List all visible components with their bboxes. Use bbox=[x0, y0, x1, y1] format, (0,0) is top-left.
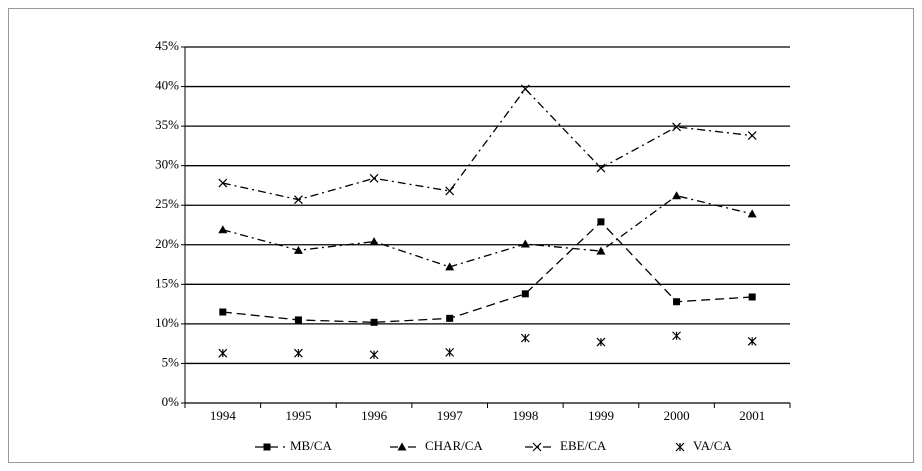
marker bbox=[294, 316, 302, 324]
series-line bbox=[222, 195, 753, 268]
x-tick-label: 1996 bbox=[361, 408, 388, 423]
marker-triangle bbox=[397, 442, 407, 451]
marker bbox=[675, 442, 685, 452]
y-tick-label: 15% bbox=[155, 275, 179, 290]
marker-square bbox=[219, 308, 227, 316]
marker-x bbox=[747, 131, 757, 141]
marker bbox=[673, 298, 681, 306]
x-tick-label: 2000 bbox=[664, 408, 690, 423]
marker bbox=[369, 173, 379, 183]
marker bbox=[219, 308, 227, 316]
marker bbox=[369, 350, 379, 360]
series-line bbox=[222, 220, 753, 323]
legend-label: MB/CA bbox=[290, 438, 333, 453]
marker bbox=[445, 262, 455, 271]
x-tick-label: 1995 bbox=[285, 408, 311, 423]
marker-square bbox=[521, 290, 529, 298]
marker-star bbox=[675, 442, 685, 452]
marker-square bbox=[370, 318, 378, 326]
marker-x bbox=[294, 195, 303, 205]
marker bbox=[445, 186, 455, 196]
marker bbox=[294, 195, 303, 205]
y-tick-label: 45% bbox=[155, 38, 179, 53]
legend-label: VA/CA bbox=[693, 438, 732, 453]
marker-x bbox=[218, 178, 228, 188]
marker-x bbox=[369, 173, 379, 183]
marker bbox=[369, 237, 379, 246]
marker-star bbox=[369, 350, 379, 360]
marker-triangle bbox=[520, 239, 530, 248]
y-tick-label: 25% bbox=[155, 196, 179, 211]
chart-frame bbox=[8, 8, 914, 463]
marker bbox=[370, 318, 378, 326]
x-tick-label: 1997 bbox=[437, 408, 464, 423]
marker bbox=[747, 209, 757, 218]
y-tick-label: 5% bbox=[162, 354, 180, 369]
marker bbox=[672, 191, 682, 200]
marker-square bbox=[673, 298, 681, 306]
marker bbox=[748, 293, 756, 301]
marker-triangle bbox=[218, 225, 228, 234]
marker bbox=[596, 163, 606, 173]
legend-label: CHAR/CA bbox=[425, 438, 483, 453]
series-line bbox=[222, 87, 753, 201]
marker-x bbox=[532, 442, 542, 452]
marker-star bbox=[672, 331, 681, 341]
marker bbox=[521, 290, 529, 298]
marker bbox=[596, 337, 606, 347]
marker-square bbox=[294, 316, 302, 324]
marker-triangle bbox=[747, 209, 757, 218]
y-tick-label: 0% bbox=[162, 394, 180, 409]
marker bbox=[520, 239, 530, 248]
marker bbox=[672, 331, 681, 341]
marker bbox=[397, 442, 407, 451]
marker bbox=[446, 314, 454, 322]
x-tick-label: 2001 bbox=[739, 408, 765, 423]
marker bbox=[218, 225, 228, 234]
marker bbox=[294, 348, 303, 358]
marker-square bbox=[446, 314, 454, 322]
y-tick-label: 10% bbox=[155, 315, 179, 330]
marker-square bbox=[263, 443, 271, 451]
y-tick-label: 35% bbox=[155, 117, 179, 132]
y-tick-label: 40% bbox=[155, 78, 179, 93]
marker bbox=[445, 347, 455, 357]
marker-star bbox=[445, 347, 455, 357]
marker-triangle bbox=[672, 191, 682, 200]
marker bbox=[596, 246, 606, 255]
marker bbox=[520, 333, 530, 343]
marker-x bbox=[445, 186, 455, 196]
marker-triangle bbox=[596, 246, 606, 255]
marker-star bbox=[294, 348, 303, 358]
marker bbox=[532, 442, 542, 452]
marker-x bbox=[596, 163, 606, 173]
marker-star bbox=[520, 333, 530, 343]
marker-triangle bbox=[445, 262, 455, 271]
marker-star bbox=[747, 336, 757, 346]
x-tick-label: 1998 bbox=[512, 408, 538, 423]
y-tick-label: 30% bbox=[155, 157, 179, 172]
marker-triangle bbox=[293, 245, 303, 254]
marker bbox=[293, 245, 303, 254]
marker bbox=[597, 218, 605, 226]
marker-x bbox=[672, 122, 681, 132]
marker-star bbox=[596, 337, 606, 347]
marker bbox=[263, 443, 271, 451]
marker bbox=[520, 84, 530, 94]
marker bbox=[747, 131, 757, 141]
marker-triangle bbox=[369, 237, 379, 246]
marker-square bbox=[597, 218, 605, 226]
legend-label: EBE/CA bbox=[560, 438, 607, 453]
marker bbox=[747, 336, 757, 346]
x-tick-label: 1994 bbox=[210, 408, 237, 423]
marker bbox=[218, 348, 228, 358]
marker bbox=[218, 178, 228, 188]
x-tick-label: 1999 bbox=[588, 408, 614, 423]
y-tick-label: 20% bbox=[155, 236, 179, 251]
marker-x bbox=[520, 84, 530, 94]
marker bbox=[672, 122, 681, 132]
marker-star bbox=[218, 348, 228, 358]
marker-square bbox=[748, 293, 756, 301]
